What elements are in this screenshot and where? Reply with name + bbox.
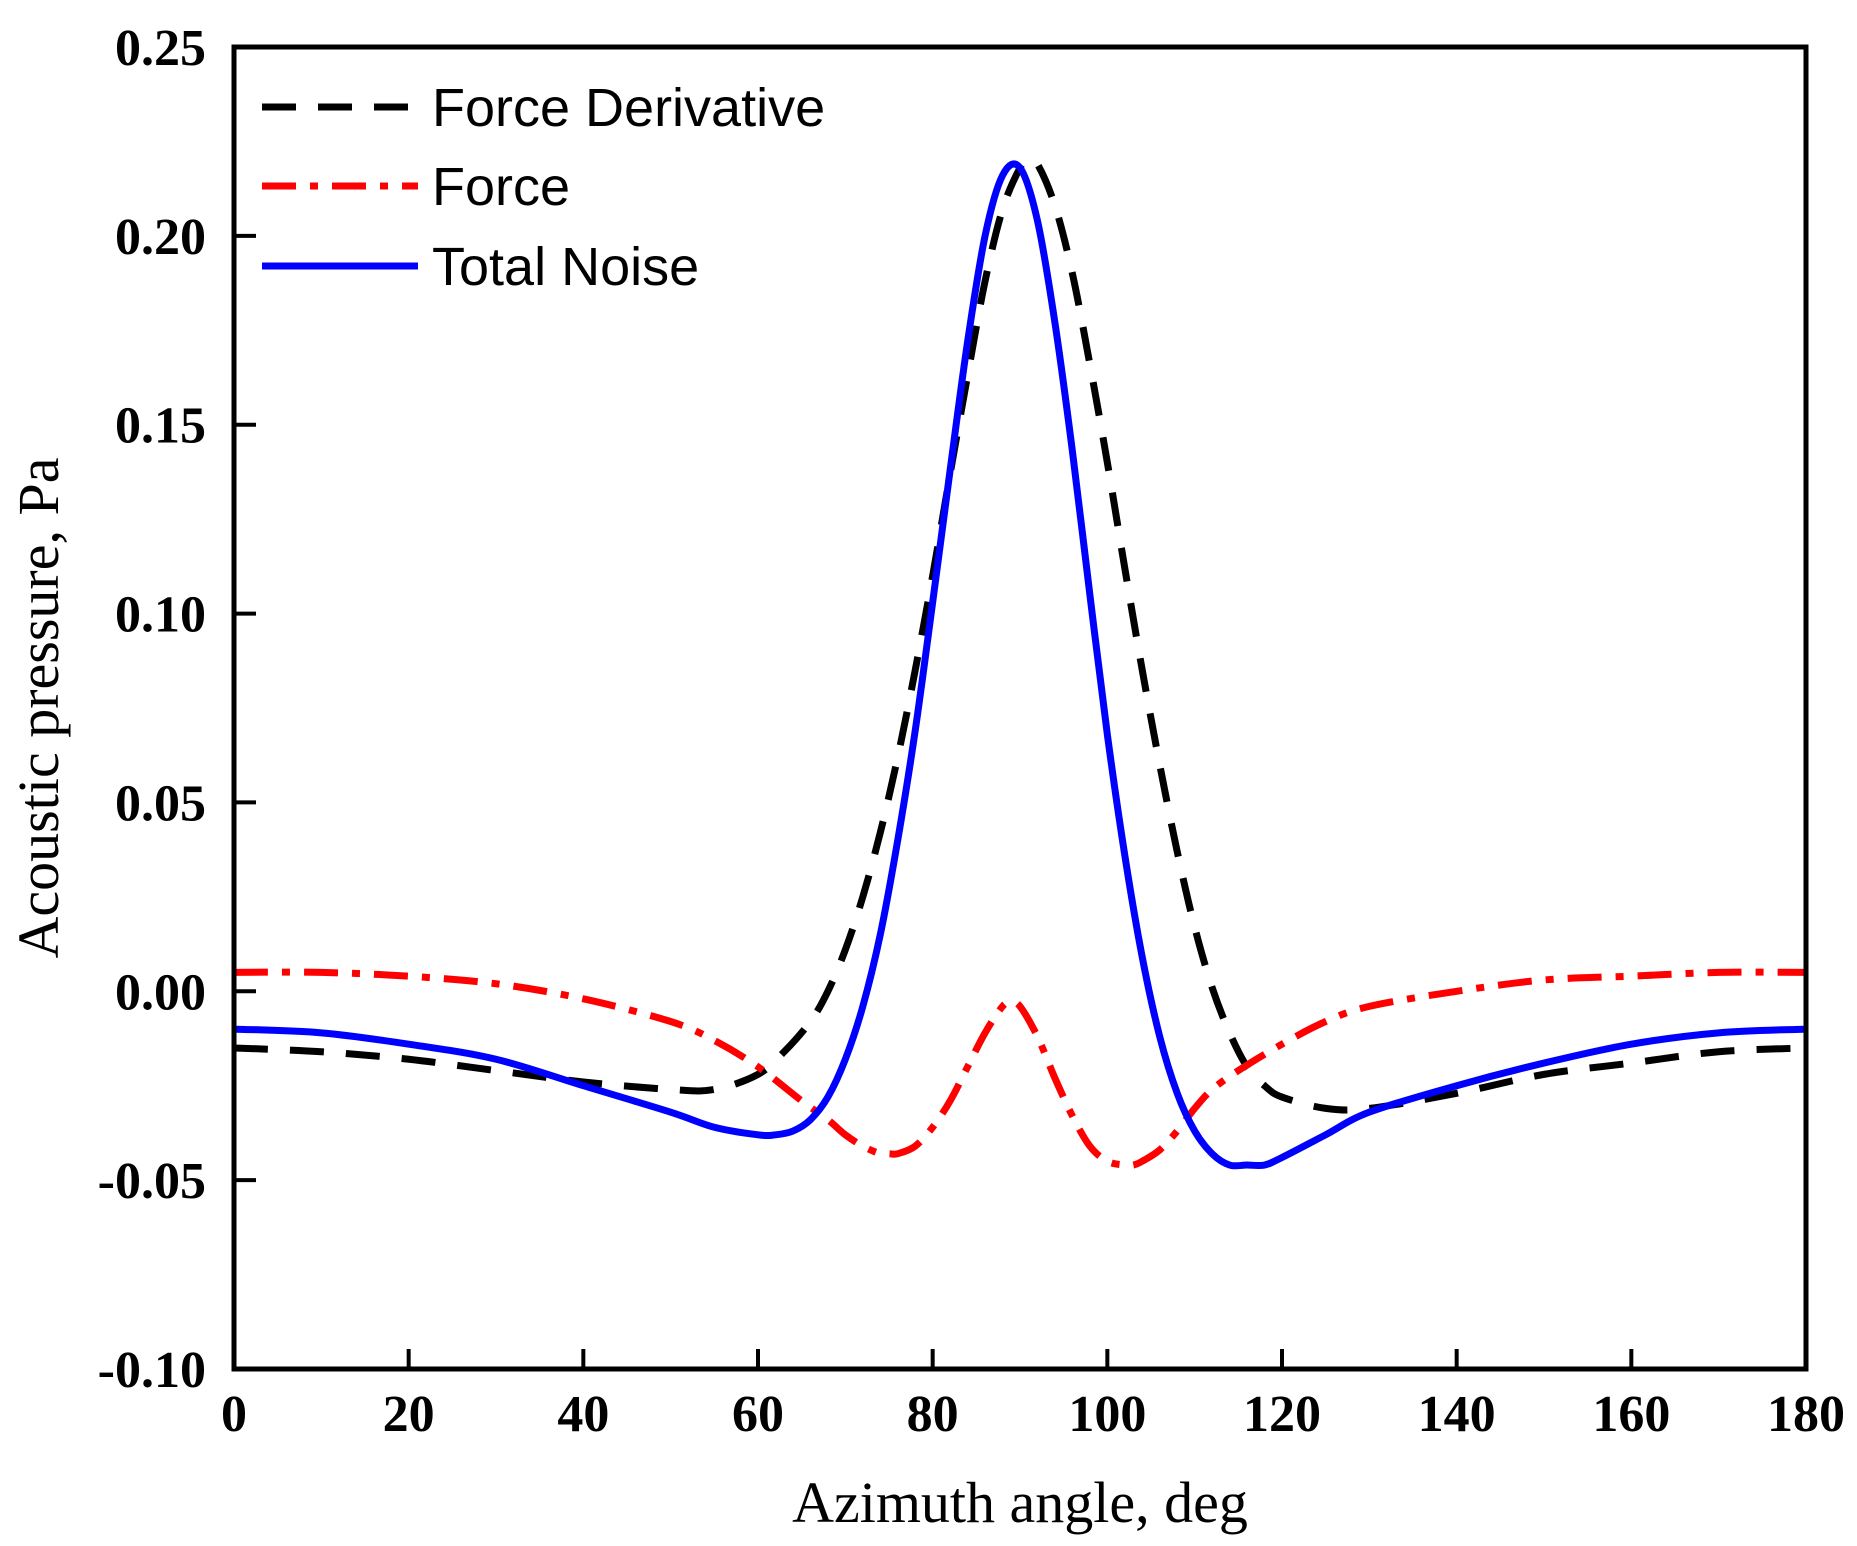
y-tick-label: -0.05 [98,1153,206,1210]
y-tick-label: -0.10 [98,1342,206,1399]
x-tick-label: 160 [1592,1386,1670,1443]
series-line-force [234,968,1806,1170]
x-tick-label: 120 [1243,1386,1321,1443]
x-tick-label: 140 [1418,1386,1496,1443]
plot-frame [231,44,1809,1372]
legend-label: Force [432,157,570,217]
y-tick-label: 0.00 [115,964,206,1021]
x-tick-label: 60 [732,1386,784,1443]
x-axis-ticks: 0 20 40 60 80 100 120 140 160 180 [221,1349,1845,1443]
x-axis-title: Azimuth angle, deg [792,1470,1248,1535]
y-tick-label: 0.25 [115,20,206,77]
y-tick-label: 0.05 [115,775,206,832]
y-axis-title: Acoustic pressure, Pa [6,458,71,959]
x-tick-label: 20 [383,1386,435,1443]
x-tick-label: 180 [1767,1386,1845,1443]
legend-label: Force Derivative [432,78,825,138]
x-tick-label: 80 [907,1386,959,1443]
y-tick-label: 0.10 [115,587,206,644]
series-line-total-noise [234,160,1806,1170]
x-tick-label: 0 [221,1386,247,1443]
y-tick-label: 0.15 [115,398,206,455]
y-axis-ticks: -0.10 -0.05 0.00 0.05 0.10 0.15 0.20 0.25 [98,20,256,1399]
legend-label: Total Noise [432,237,699,297]
x-tick-label: 100 [1068,1386,1146,1443]
legend: Force Derivative Force Total Noise [262,78,825,297]
plot-series [234,155,1806,1170]
y-tick-label: 0.20 [115,209,206,266]
x-tick-label: 40 [557,1386,609,1443]
